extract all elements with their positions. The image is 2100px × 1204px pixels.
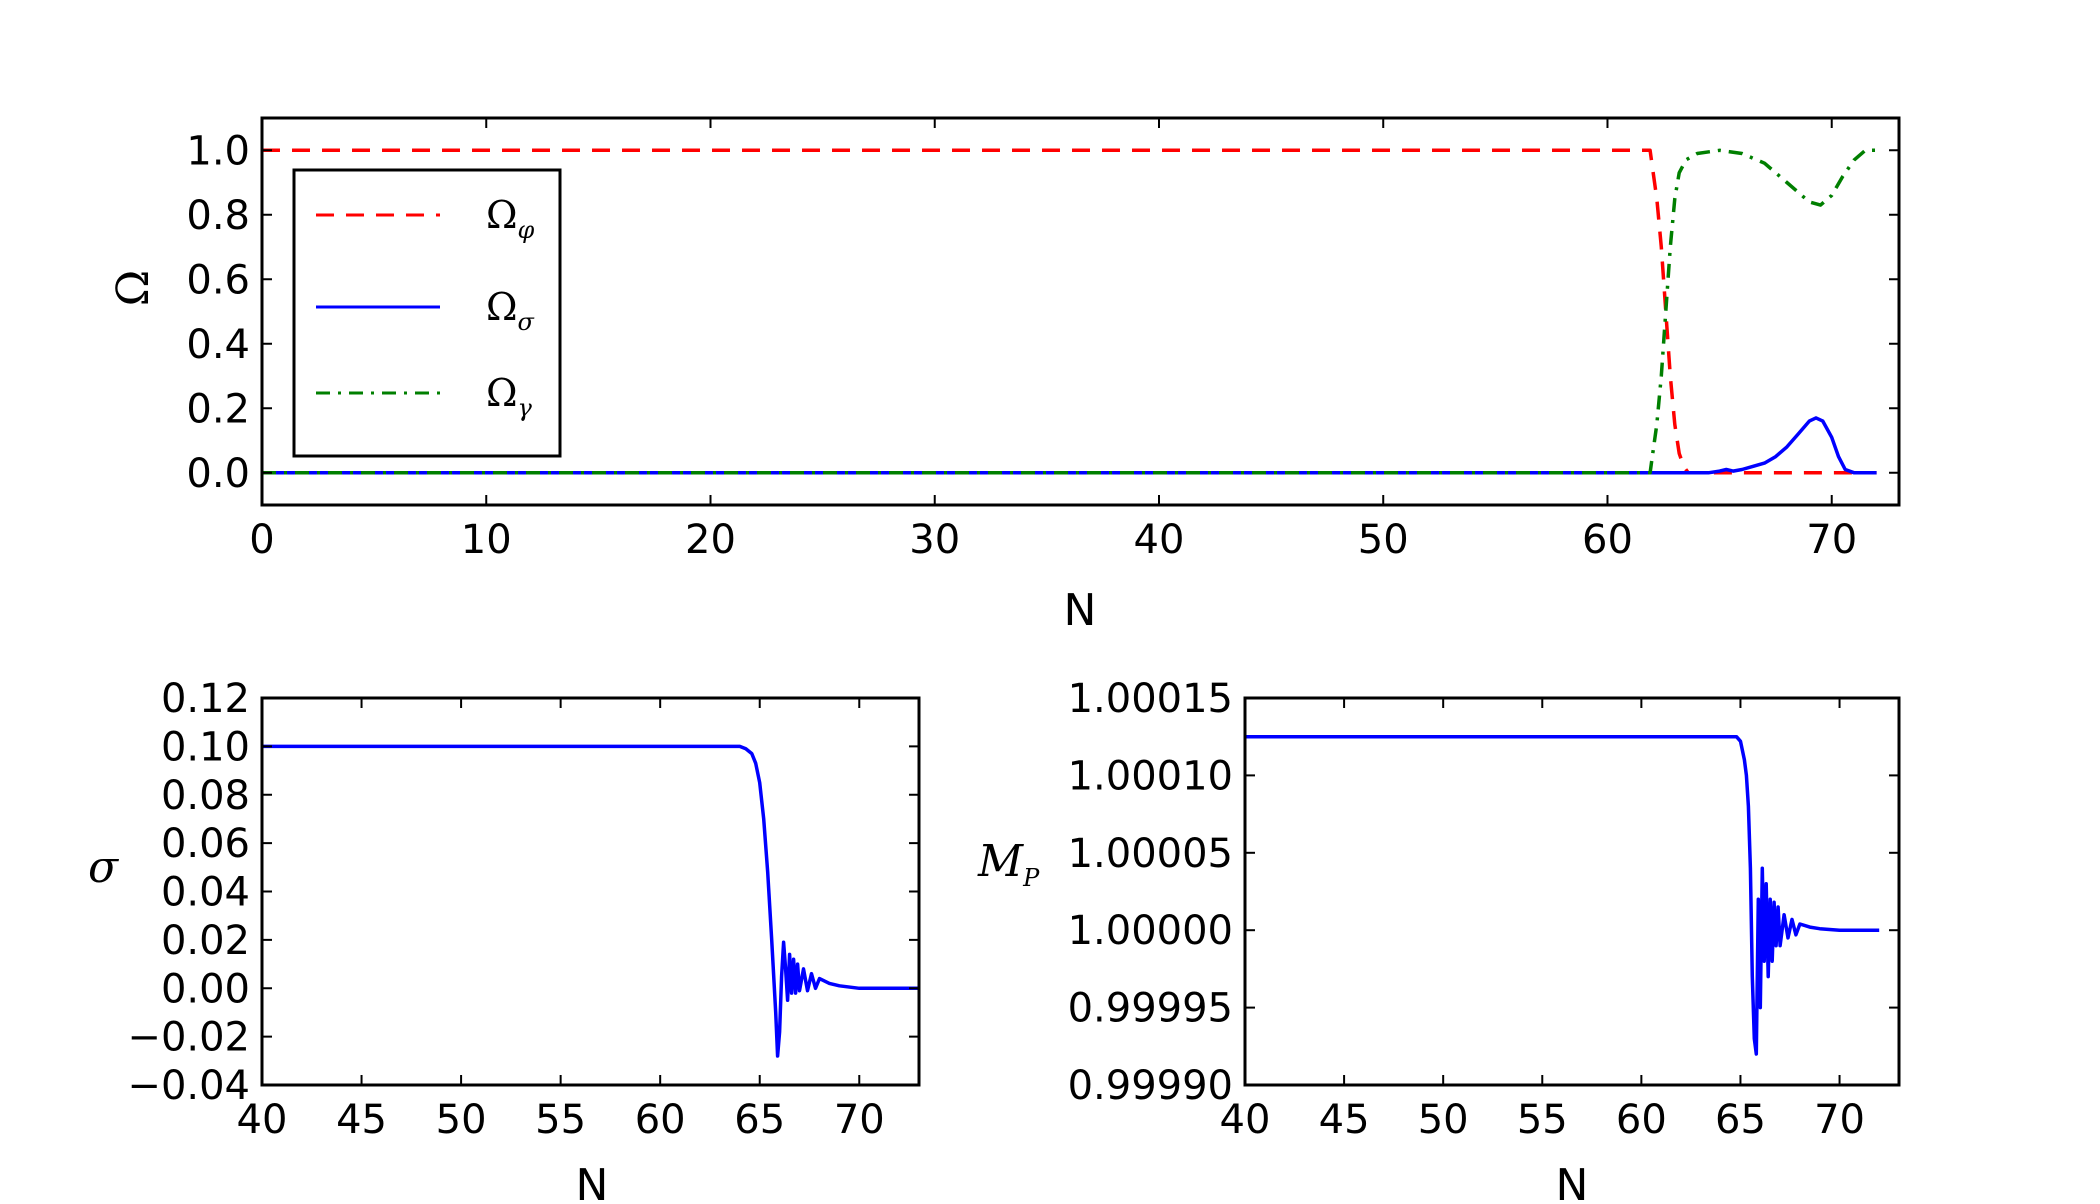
omega-plot-frame xyxy=(260,116,1901,507)
omega-series-line-1 xyxy=(262,416,1877,475)
omega-series-group xyxy=(262,148,1877,475)
sigma-ytick-label: 0.08 xyxy=(161,773,250,819)
sigma-series-group xyxy=(262,744,919,1058)
omega-xtick-label: 0 xyxy=(249,517,274,563)
sigma-ytick-label: 0.04 xyxy=(161,870,250,916)
mp-panel: 40 45 50 55 60 65 70 0.99990 0.99995 1.00000 1.000… xyxy=(977,676,1901,1204)
omega-xtick-label: 20 xyxy=(685,517,736,563)
omega-ytick-label: 0.0 xyxy=(186,451,250,497)
sigma-ytick-label: 0.12 xyxy=(161,676,250,722)
omega-ytick-label: 0.6 xyxy=(186,257,250,303)
omega-series-line-0 xyxy=(262,148,1877,475)
mp-ytick-label: 0.99990 xyxy=(1068,1063,1233,1109)
mp-xtick-label: 45 xyxy=(1319,1097,1370,1143)
sigma-ytick-label: −0.02 xyxy=(127,1015,250,1061)
omega-xlabel: N xyxy=(1064,585,1097,636)
mp-ytick-label: 1.00005 xyxy=(1068,831,1233,877)
sigma-ytick-label: 0.02 xyxy=(161,918,250,964)
mp-xtick-label: 70 xyxy=(1814,1097,1865,1143)
omega-ytick-label: 0.8 xyxy=(186,193,250,239)
omega-xtick-label: 70 xyxy=(1806,517,1857,563)
mp-xtick-label: 55 xyxy=(1517,1097,1568,1143)
mp-series-group xyxy=(1245,734,1880,1056)
omega-xtick-label: 40 xyxy=(1134,517,1185,563)
omega-xtick-label: 60 xyxy=(1582,517,1633,563)
legend-entry-omega-sigma: Ωσ xyxy=(316,285,535,336)
mp-xtick-label: 60 xyxy=(1616,1097,1667,1143)
legend-entry-omega-phi: Ωφ xyxy=(316,193,535,244)
legend-entry-omega-gamma: Ωγ xyxy=(316,371,533,422)
mp-series-line-0 xyxy=(1245,734,1880,1056)
omega-series-line-2 xyxy=(262,148,1877,475)
sigma-ytick-label: 0.06 xyxy=(161,821,250,867)
sigma-xtick-label: 50 xyxy=(436,1097,487,1143)
mp-xtick-label: 65 xyxy=(1715,1097,1766,1143)
mp-ylabel: MP xyxy=(977,836,1040,892)
sigma-series-line-0 xyxy=(262,744,919,1058)
omega-ytick-label: 0.2 xyxy=(186,386,250,432)
sigma-xtick-label: 55 xyxy=(535,1097,586,1143)
sigma-panel: 40 45 50 55 60 65 70 −0.04−0.020.000.020.040.06… xyxy=(88,676,921,1204)
mp-ytick-label: 0.99995 xyxy=(1068,986,1233,1032)
sigma-ytick-label: 0.00 xyxy=(161,966,250,1012)
sigma-xtick-label: 40 xyxy=(237,1097,288,1143)
omega-ytick-label: 1.0 xyxy=(186,128,250,174)
mp-ytick-label: 1.00010 xyxy=(1068,753,1233,799)
mp-xlabel: N xyxy=(1556,1160,1589,1200)
omega-xtick-label: 10 xyxy=(461,517,512,563)
mp-xtick-label: 50 xyxy=(1418,1097,1469,1143)
legend-label-omega-sigma: Ωσ xyxy=(486,285,535,336)
mp-plot-frame xyxy=(1243,696,1901,1087)
sigma-xtick-label: 45 xyxy=(336,1097,387,1143)
sigma-xtick-label: 60 xyxy=(635,1097,686,1143)
sigma-ytick-label: 0.10 xyxy=(161,724,250,770)
sigma-xtick-label: 70 xyxy=(834,1097,885,1143)
omega-ylabel: Ω xyxy=(108,270,159,306)
mp-ytick-label: 1.00015 xyxy=(1068,676,1233,722)
legend-frame xyxy=(292,168,562,458)
sigma-xlabel: N xyxy=(576,1160,609,1200)
omega-xtick-label: 50 xyxy=(1358,517,1409,563)
legend-label-omega-phi: Ωφ xyxy=(486,193,535,244)
omega-xtick-label: 30 xyxy=(909,517,960,563)
sigma-ytick-label: −0.04 xyxy=(127,1063,250,1109)
legend-label-omega-gamma: Ωγ xyxy=(486,371,533,422)
mp-xtick-label: 40 xyxy=(1220,1097,1271,1143)
sigma-ylabel: σ xyxy=(88,842,120,893)
mp-ytick-label: 1.00000 xyxy=(1068,908,1233,954)
omega-ytick-label: 0.4 xyxy=(186,322,250,368)
omega-panel: 0 10 20 30 40 50 60 70 0.0 0.2 0.4 0.6 0.8 1.0 N Ω Ωφ… xyxy=(108,116,1901,636)
omega-legend: Ωφ Ωσ Ωγ xyxy=(292,168,562,458)
sigma-xtick-label: 65 xyxy=(734,1097,785,1143)
